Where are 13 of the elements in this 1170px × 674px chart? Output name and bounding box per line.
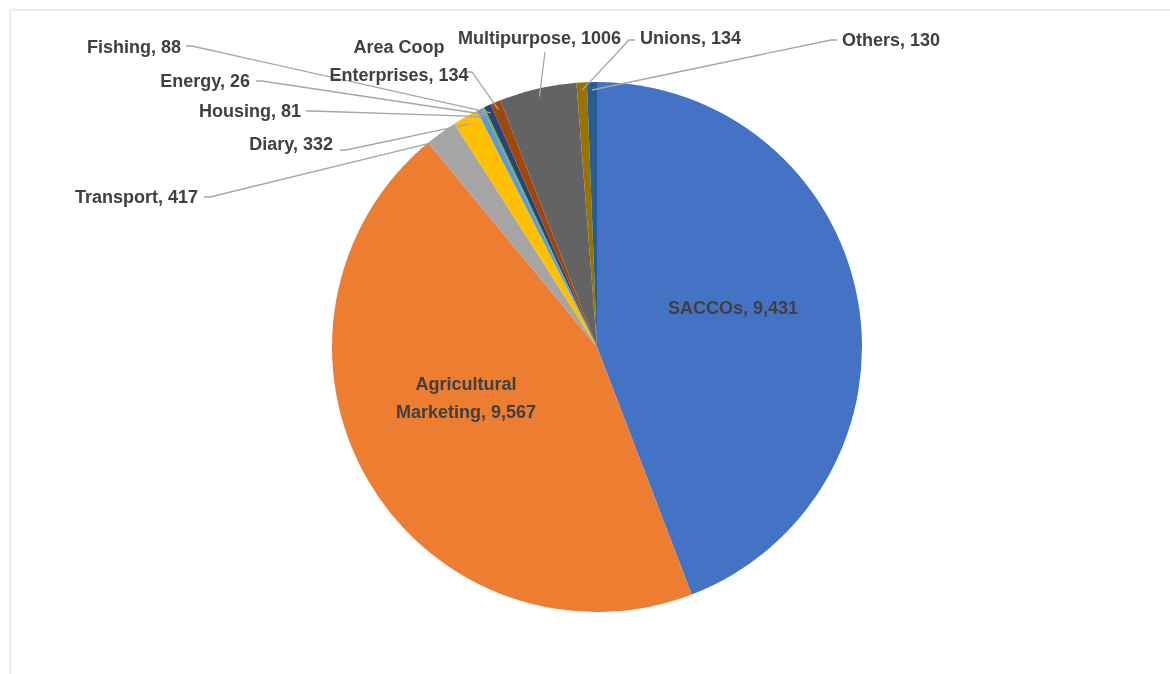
pie-slice xyxy=(597,82,862,595)
slice-label: Multipurpose, 1006 xyxy=(458,27,622,50)
slice-label: Fishing, 88 xyxy=(86,36,181,59)
slice-label: Agricultural Marketing, 9,567 xyxy=(395,373,537,424)
slice-label: Diary, 332 xyxy=(249,133,333,156)
slice-label: Energy, 26 xyxy=(160,70,250,93)
pie-slice xyxy=(454,110,597,347)
slice-label: Transport, 417 xyxy=(74,186,198,209)
slice-label: Others, 130 xyxy=(842,29,941,52)
slice-label: SACCOs, 9,431 xyxy=(667,297,799,320)
slice-label: Unions, 134 xyxy=(640,27,742,50)
slice-label: Housing, 81 xyxy=(198,100,301,123)
pie-slice xyxy=(428,123,597,347)
